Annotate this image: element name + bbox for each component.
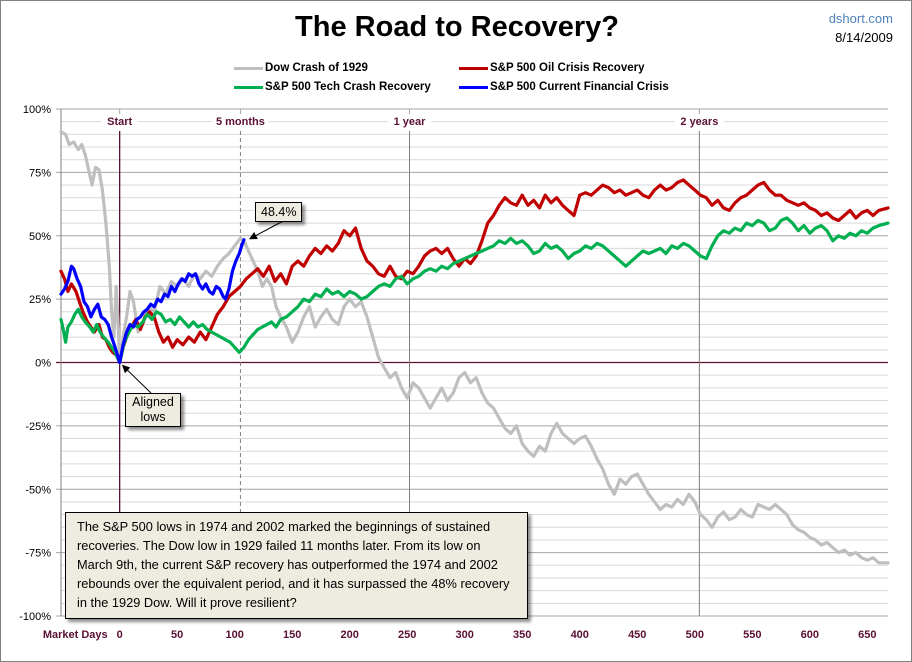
x-tick-label: 0 [117,629,123,641]
marker-label: 5 months [216,116,265,128]
peak-callout: 48.4% [255,202,303,222]
series-line-0 [59,130,890,565]
marker-label: 1 year [394,116,427,128]
marker-label-bg [212,114,269,128]
peak-arrow [249,219,286,240]
legend-swatch-current-crisis [459,85,488,89]
y-tick-label: -100% [19,611,51,623]
x-tick-label: 350 [513,629,531,641]
x-tick-labels: Market Days 0 50 100 150 200 250 300 350 400 450 50… [43,629,877,641]
x-tick-label: 500 [686,629,704,641]
series-line-2 [59,216,890,365]
y-tick-label: 25% [29,294,51,306]
y-tick-label: 75% [29,167,51,179]
legend-swatch-dow-1929 [234,66,263,70]
marker-label: Start [107,116,132,128]
x-tick-label: 50 [171,629,183,641]
x-tick-label: 450 [628,629,646,641]
source-label: dshort.com [828,11,893,26]
callout-arrows [121,219,286,394]
legend-item-tech-crash: S&P 500 Tech Crash Recovery [234,81,431,93]
legend-label: S&P 500 Oil Crisis Recovery [490,62,645,74]
marker-label-bg [101,114,139,128]
x-tick-label: 600 [801,629,819,641]
marker-label-bg [387,114,432,128]
x-tick-label: 150 [283,629,301,641]
legend-swatch-oil-crisis [459,66,488,70]
x-tick-label: 250 [398,629,416,641]
aligned-lows-callout: Aligned lows [125,393,181,427]
x-axis-title: Market Days [43,629,108,641]
marker-label: 2 years [680,116,718,128]
x-tick-label: 100 [226,629,244,641]
series-lines [59,130,890,565]
series-line-3 [59,238,246,365]
x-tick-label: 200 [341,629,359,641]
y-tick-labels: 100% 75% 50% 25% 0% -25% -50% -75% -100% [19,104,51,623]
y-tick-label: -75% [25,548,51,560]
y-tick-label: 0% [35,358,51,370]
date-label: 8/14/2009 [835,30,893,45]
legend-label: S&P 500 Current Financial Crisis [490,81,669,93]
x-tick-label: 300 [456,629,474,641]
x-tick-label: 650 [858,629,876,641]
marker-label-bg [674,114,725,128]
lows-arrow [121,364,152,394]
legend-item-oil-crisis: S&P 500 Oil Crisis Recovery [459,62,645,74]
chart-title: The Road to Recovery? [295,11,619,43]
legend-item-current-crisis: S&P 500 Current Financial Crisis [459,81,669,93]
x-tick-label: 550 [743,629,761,641]
y-tick-label: 50% [29,231,51,243]
series-line-1 [59,178,890,365]
y-tick-label: -50% [25,484,51,496]
legend-label: S&P 500 Tech Crash Recovery [265,81,431,93]
legend-label: Dow Crash of 1929 [265,62,368,74]
legend-swatch-tech-crash [234,85,263,89]
x-tick-label: 400 [571,629,589,641]
y-tick-label: 100% [23,104,51,116]
y-tick-label: -25% [25,421,51,433]
commentary-note: The S&P 500 lows in 1974 and 2002 marked… [65,512,528,619]
legend-item-dow-1929: Dow Crash of 1929 [234,62,368,74]
